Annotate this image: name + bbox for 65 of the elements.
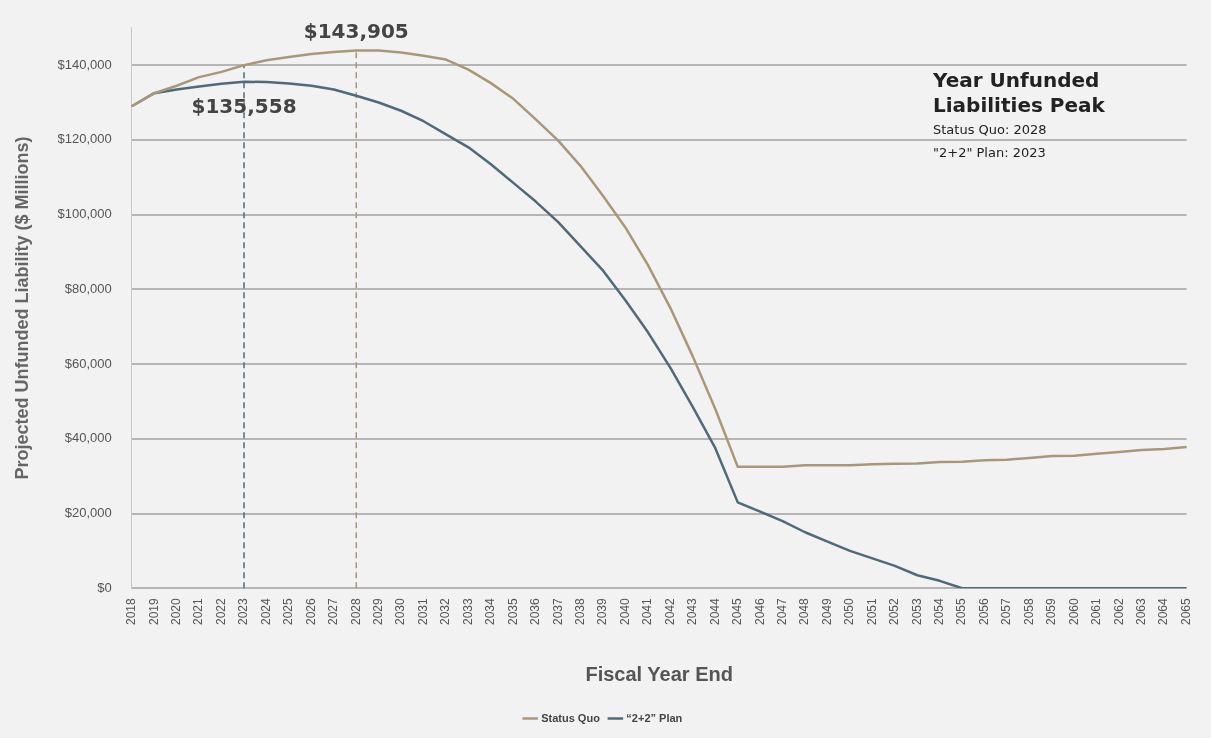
x-tick-label: 2057 xyxy=(999,597,1014,626)
x-tick-label: 2042 xyxy=(662,597,677,626)
x-tick-label: 2043 xyxy=(685,597,700,626)
y-tick-label: $120,000 xyxy=(57,131,112,147)
x-tick-label: 2019 xyxy=(146,597,161,626)
x-tick-label: 2064 xyxy=(1156,597,1171,626)
x-tick-label: 2040 xyxy=(617,597,632,626)
x-tick-label: 2036 xyxy=(528,597,543,626)
x-tick-label: 2018 xyxy=(124,597,139,626)
x-tick-label: 2059 xyxy=(1044,597,1059,626)
x-tick-label: 2061 xyxy=(1089,597,1104,626)
annotation: Status Quo: 2028 xyxy=(933,121,1048,139)
x-tick-label: 2052 xyxy=(887,597,902,626)
x-tick-label: 2060 xyxy=(1066,597,1081,626)
annotation: Year Unfunded Liabilities Peak xyxy=(933,68,1106,118)
x-tick-label: 2023 xyxy=(236,597,251,626)
x-tick-label: 2050 xyxy=(842,597,857,626)
y-axis-title: Projected Unfunded Liability ($ Millions) xyxy=(11,136,32,480)
x-tick-label: 2055 xyxy=(954,597,969,626)
y-tick-label: $80,000 xyxy=(64,280,112,296)
y-tick-label: $140,000 xyxy=(57,56,112,72)
annotation: "2+2" Plan: 2023 xyxy=(933,144,1047,162)
x-axis-title: Fiscal Year End xyxy=(585,662,733,685)
x-tick-label: 2022 xyxy=(213,597,228,626)
x-tick-label: 2021 xyxy=(191,597,206,626)
x-tick-label: 2035 xyxy=(505,597,520,626)
y-tick-label: $0 xyxy=(97,579,112,595)
y-tick-label: $100,000 xyxy=(57,206,112,222)
x-tick-label: 2058 xyxy=(1021,597,1036,626)
x-tick-label: 2031 xyxy=(415,597,430,626)
x-tick-label: 2020 xyxy=(169,597,184,626)
x-tick-label: 2048 xyxy=(797,597,812,626)
x-tick-label: 2028 xyxy=(348,597,363,626)
x-tick-label: 2038 xyxy=(572,597,587,626)
x-tick-label: 2029 xyxy=(371,597,385,626)
x-tick-label: 2054 xyxy=(932,597,947,626)
x-tick-label: 2041 xyxy=(640,597,655,626)
x-tick-label: 2049 xyxy=(819,597,834,626)
y-tick-label: $60,000 xyxy=(64,355,112,371)
x-tick-label: 2037 xyxy=(550,597,565,626)
x-tick-label: 2039 xyxy=(595,597,610,626)
y-tick-label: $20,000 xyxy=(64,505,112,521)
x-tick-label: 2032 xyxy=(438,597,453,626)
x-tick-label: 2056 xyxy=(976,597,991,626)
x-tick-label: 2046 xyxy=(752,597,767,626)
x-tick-label: 2026 xyxy=(303,597,318,626)
x-tick-label: 2045 xyxy=(730,597,745,626)
x-tick-label: 2062 xyxy=(1111,597,1126,626)
legend-label: Status Quo xyxy=(541,711,601,724)
x-tick-label: 2051 xyxy=(864,597,879,626)
x-tick-label: 2053 xyxy=(909,597,924,626)
y-tick-label: $40,000 xyxy=(64,430,112,446)
x-tick-label: 2065 xyxy=(1178,597,1193,626)
x-tick-label: 2044 xyxy=(707,597,722,626)
annotation: $143,905 xyxy=(303,18,409,43)
x-tick-label: 2024 xyxy=(258,597,273,626)
annotation: $135,558 xyxy=(191,93,297,118)
x-tick-label: 2030 xyxy=(393,597,408,626)
x-tick-label: 2027 xyxy=(326,597,341,626)
x-tick-label: 2063 xyxy=(1134,597,1149,626)
legend-label: “2+2” Plan xyxy=(626,711,683,724)
x-tick-label: 2034 xyxy=(483,597,498,626)
x-tick-label: 2033 xyxy=(460,597,475,626)
x-tick-label: 2025 xyxy=(281,597,296,626)
x-tick-label: 2047 xyxy=(774,597,789,626)
